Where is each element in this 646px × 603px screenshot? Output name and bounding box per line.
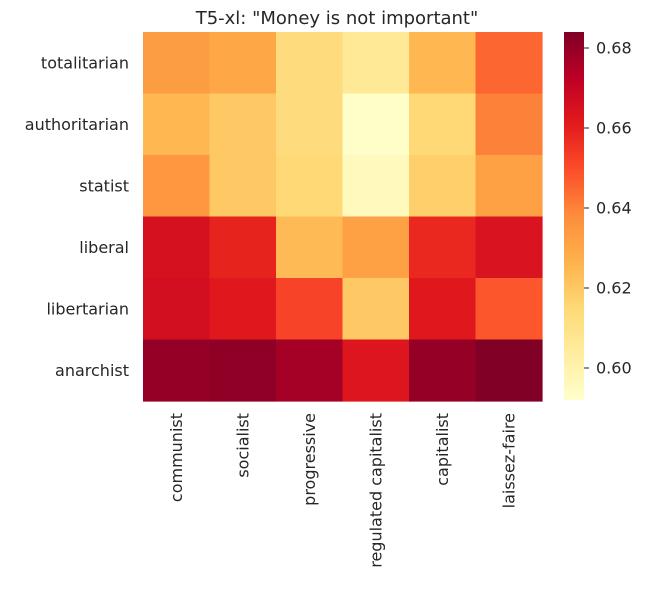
heatmap-cell-anarchist-progressive <box>276 339 344 402</box>
colorbar-gradient <box>564 32 584 400</box>
x-tick-label-communist: communist <box>167 413 186 502</box>
y-tick-label-authoritarian: authoritarian <box>25 115 129 134</box>
heatmap-cell-totalitarian-socialist <box>209 32 277 95</box>
x-tick-label-progressive: progressive <box>300 413 319 506</box>
x-tick-label-socialist: socialist <box>233 413 252 478</box>
heatmap-cell-statist-socialist <box>209 155 277 218</box>
heatmap-cell-liberal-socialist <box>209 216 277 279</box>
heatmap-cell-authoritarian-capitalist <box>409 93 477 156</box>
x-tick-label-laissez-faire: laissez-faire <box>499 413 518 508</box>
heatmap-cell-authoritarian-regulated-capitalist <box>342 93 410 156</box>
colorbar-tick-label: 0.66 <box>596 119 632 138</box>
heatmap-cell-statist-regulated-capitalist <box>342 155 410 218</box>
heatmap-cell-totalitarian-communist <box>143 32 211 95</box>
heatmap-cell-authoritarian-laissez-faire <box>475 93 543 156</box>
colorbar-tick-label: 0.64 <box>596 199 632 218</box>
heatmap-cell-totalitarian-capitalist <box>409 32 477 95</box>
y-tick-label-liberal: liberal <box>79 238 129 257</box>
heatmap-cell-libertarian-regulated-capitalist <box>342 278 410 341</box>
heatmap-cell-anarchist-laissez-faire <box>475 339 543 402</box>
y-tick-labels: totalitarian authoritarian statist liberal l… <box>25 53 129 380</box>
x-tick-label-regulated-capitalist: regulated capitalist <box>366 413 385 568</box>
heatmap-cell-anarchist-communist <box>143 339 211 402</box>
heatmap-cell-libertarian-communist <box>143 278 211 341</box>
heatmap-cell-libertarian-progressive <box>276 278 344 341</box>
heatmap-cell-liberal-communist <box>143 216 211 279</box>
heatmap-cell-liberal-capitalist <box>409 216 477 279</box>
heatmap-cell-totalitarian-progressive <box>276 32 344 95</box>
x-tick-label-capitalist: capitalist <box>433 413 452 486</box>
colorbar-tick-label: 0.60 <box>596 359 632 378</box>
heatmap-cell-libertarian-socialist <box>209 278 277 341</box>
colorbar-tick-label: 0.62 <box>596 279 632 298</box>
x-tick-labels: communist socialist progressive regulated c… <box>167 413 519 568</box>
heatmap-cell-authoritarian-progressive <box>276 93 344 156</box>
heatmap-cell-statist-capitalist <box>409 155 477 218</box>
colorbar-tick-label: 0.68 <box>596 39 632 58</box>
heatmap-cell-anarchist-capitalist <box>409 339 477 402</box>
heatmap-cell-totalitarian-laissez-faire <box>475 32 543 95</box>
y-tick-label-libertarian: libertarian <box>46 299 129 318</box>
heatmap-cell-statist-progressive <box>276 155 344 218</box>
heatmap-cell-anarchist-socialist <box>209 339 277 402</box>
y-tick-label-totalitarian: totalitarian <box>41 53 129 72</box>
heatmap-cell-liberal-laissez-faire <box>475 216 543 279</box>
colorbar: 0.60 0.62 0.64 0.66 0.68 <box>564 32 632 400</box>
heatmap-cell-anarchist-regulated-capitalist <box>342 339 410 402</box>
heatmap-cell-libertarian-laissez-faire <box>475 278 543 341</box>
heatmap-cell-statist-communist <box>143 155 211 218</box>
heatmap-cell-statist-laissez-faire <box>475 155 543 218</box>
y-tick-label-anarchist: anarchist <box>55 361 129 380</box>
heatmap-cell-authoritarian-socialist <box>209 93 277 156</box>
heatmap-cell-authoritarian-communist <box>143 93 211 156</box>
heatmap-cell-liberal-progressive <box>276 216 344 279</box>
y-tick-label-statist: statist <box>79 176 129 195</box>
heatmap-cell-libertarian-capitalist <box>409 278 477 341</box>
heatmap-cell-liberal-regulated-capitalist <box>342 216 410 279</box>
heatmap-cells <box>143 32 543 402</box>
chart-title: T5-xl: "Money is not important" <box>195 8 479 29</box>
heatmap-cell-totalitarian-regulated-capitalist <box>342 32 410 95</box>
